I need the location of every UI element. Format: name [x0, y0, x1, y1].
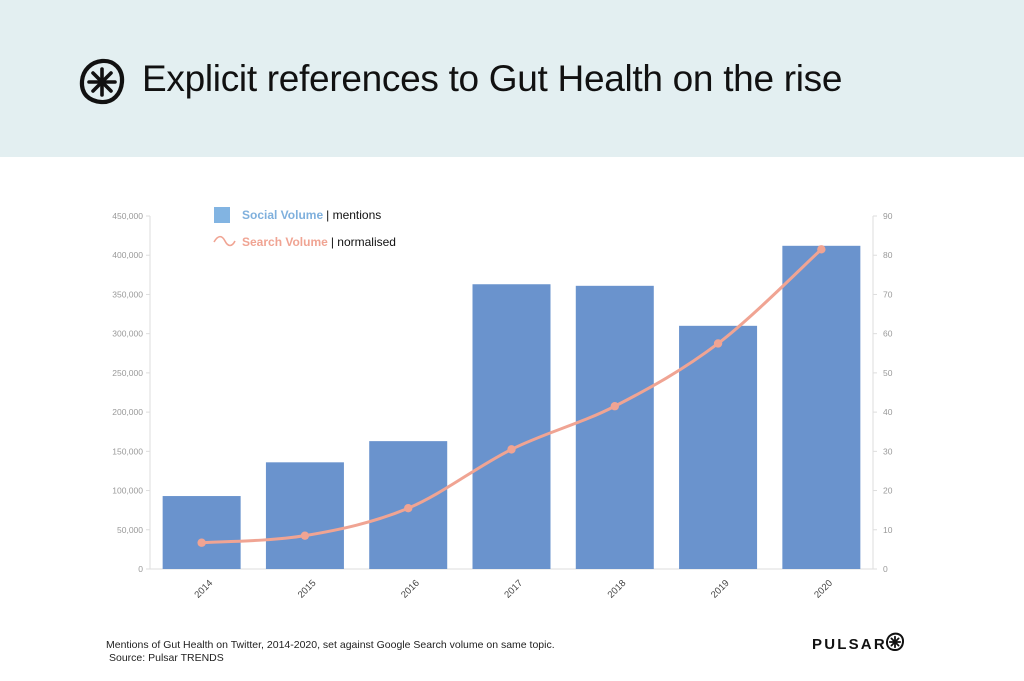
legend-swatch-bar [214, 207, 230, 223]
header-banner: Explicit references to Gut Health on the… [0, 0, 1024, 157]
y-right-tick-label: 20 [883, 486, 893, 496]
line-point-2020 [817, 245, 826, 254]
y-right-tick-label: 60 [883, 329, 893, 339]
x-tick-label: 2016 [399, 578, 422, 601]
bar-2018 [575, 285, 654, 569]
y-left-tick-label: 400,000 [112, 250, 143, 260]
line-point-2017 [507, 445, 516, 454]
y-right-tick-label: 10 [883, 525, 893, 535]
source-text: Source: Pulsar TRENDS [109, 652, 224, 664]
y-left-tick-label: 250,000 [112, 368, 143, 378]
y-left-tick-label: 350,000 [112, 289, 143, 299]
y-right-tick-label: 90 [883, 211, 893, 221]
legend-series-name: Social Volume [242, 208, 323, 222]
y-right-tick-label: 30 [883, 446, 893, 456]
brand-name: PULSAR [812, 636, 887, 653]
chart-caption: Mentions of Gut Health on Twitter, 2014-… [106, 639, 555, 665]
x-tick-label: 2020 [812, 578, 835, 601]
bar-2019 [679, 325, 758, 569]
y-right-tick-label: 0 [883, 564, 888, 574]
y-left-tick-label: 450,000 [112, 211, 143, 221]
x-tick-label: 2017 [502, 578, 525, 601]
legend-label-search: Search Volume | normalised [242, 235, 396, 249]
y-left-tick-label: 100,000 [112, 486, 143, 496]
y-right-tick-label: 40 [883, 407, 893, 417]
line-point-2018 [610, 402, 619, 411]
y-left-tick-label: 300,000 [112, 329, 143, 339]
y-right-tick-label: 70 [883, 289, 893, 299]
x-tick-label: 2014 [193, 578, 216, 601]
legend-series-unit: | normalised [331, 235, 396, 249]
pulsar-asterisk-icon [79, 58, 125, 105]
pulsar-asterisk-icon [885, 632, 905, 652]
caption-text: Mentions of Gut Health on Twitter, 2014-… [106, 639, 555, 651]
y-left-tick-label: 200,000 [112, 407, 143, 417]
bar-2015 [265, 462, 344, 569]
line-point-2015 [300, 531, 310, 540]
line-point-2019 [713, 339, 723, 348]
bar-2020 [782, 245, 861, 569]
legend-series-name: Search Volume [242, 235, 328, 249]
y-left-tick-label: 150,000 [112, 446, 143, 456]
y-right-tick-label: 80 [883, 250, 893, 260]
line-point-2014 [197, 538, 206, 547]
x-tick-label: 2019 [709, 578, 732, 601]
y-left-tick-label: 50,000 [117, 525, 143, 535]
y-right-tick-label: 50 [883, 368, 893, 378]
line-point-2016 [404, 504, 413, 513]
x-tick-label: 2015 [296, 578, 319, 601]
legend-label-social: Social Volume | mentions [242, 208, 381, 222]
legend-series-unit: | mentions [326, 208, 381, 222]
bar-2014 [162, 496, 241, 569]
y-left-tick-label: 0 [138, 564, 143, 574]
legend-swatch-line [213, 235, 236, 247]
x-tick-label: 2018 [606, 578, 629, 601]
page-title: Explicit references to Gut Health on the… [142, 58, 843, 99]
bar-2017 [472, 284, 551, 569]
